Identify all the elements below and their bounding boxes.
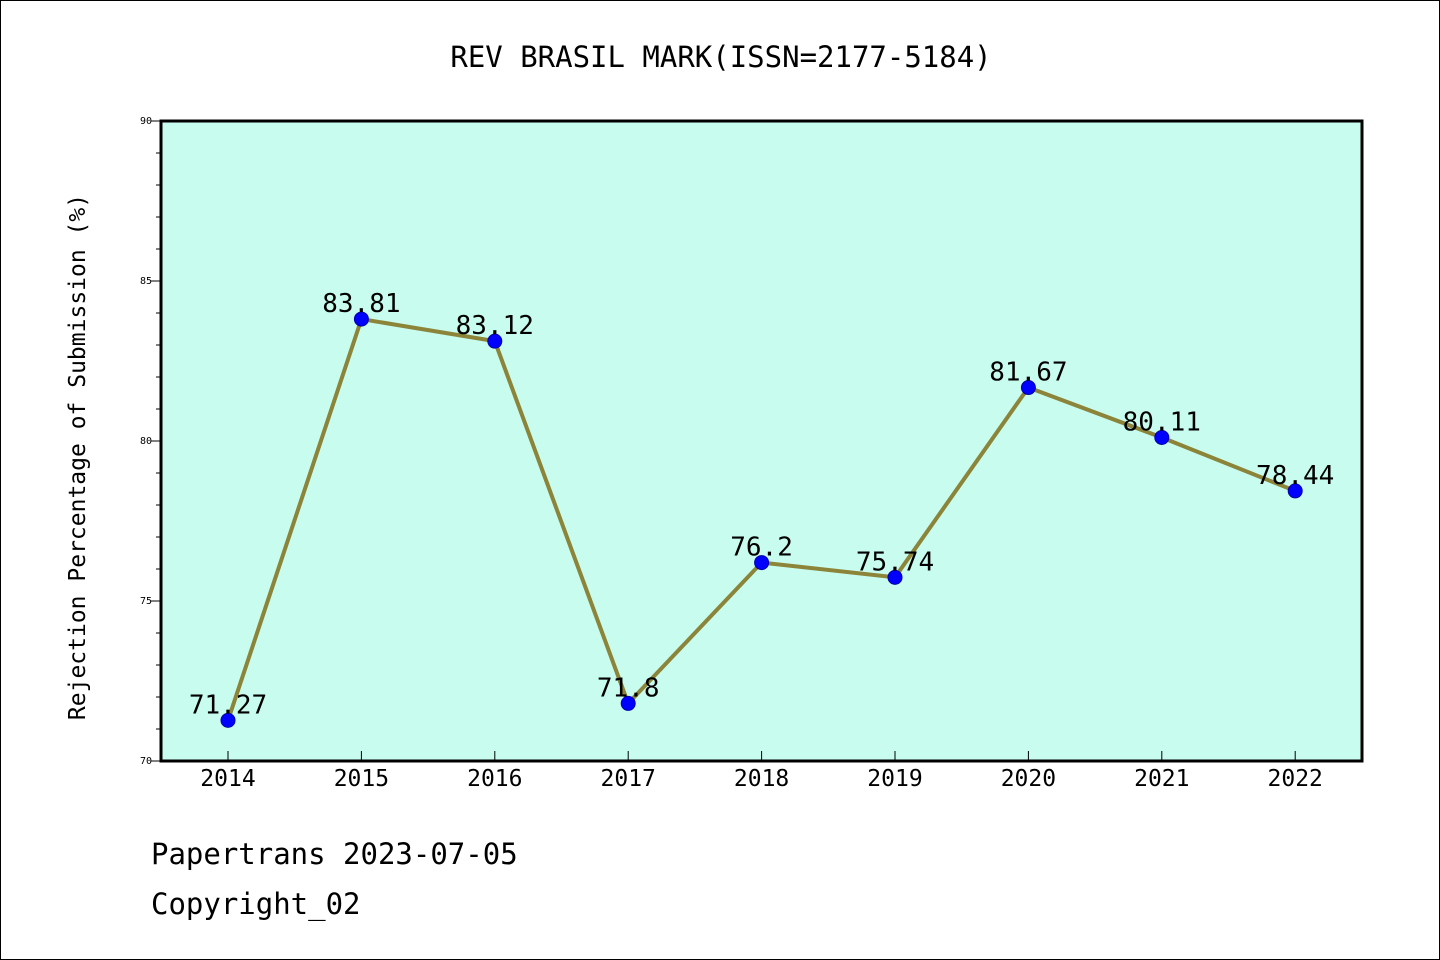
footer-copyright: Copyright_02	[151, 887, 361, 921]
y-tick-label: 75	[140, 596, 152, 607]
chart-title: REV BRASIL MARK(ISSN=2177-5184)	[450, 40, 991, 74]
data-point	[887, 569, 903, 585]
data-label: 76.2	[730, 533, 793, 563]
data-label: 71.8	[597, 673, 660, 703]
data-label: 80.11	[1123, 407, 1201, 437]
x-tick-label: 2017	[601, 766, 656, 792]
x-tick-label: 2018	[734, 766, 789, 792]
data-label: 71.27	[189, 690, 267, 720]
data-point	[487, 333, 503, 349]
data-point	[1020, 380, 1036, 396]
data-point	[1287, 483, 1303, 499]
plot-frame	[159, 119, 1364, 763]
data-point	[220, 712, 236, 728]
x-tick-label: 2022	[1268, 766, 1323, 792]
footer-date-line: Papertrans 2023-07-05	[151, 837, 518, 871]
x-tick-label: 2019	[867, 766, 922, 792]
y-tick-label: 85	[140, 276, 152, 287]
data-point	[620, 695, 636, 711]
y-axis: 70 75 80 85 90	[140, 116, 161, 767]
x-tick-label: 2015	[334, 766, 389, 792]
x-axis: 2014 2015 2016 2017 2018 2019 2020 2021 2022	[200, 751, 1323, 792]
y-tick-label: 70	[140, 756, 152, 767]
x-tick-label: 2016	[467, 766, 522, 792]
y-tick-label: 80	[140, 436, 152, 447]
plot-area	[161, 121, 1362, 761]
x-tick-label: 2020	[1001, 766, 1056, 792]
data-label: 75.74	[856, 547, 934, 577]
data-label: 83.12	[456, 311, 534, 341]
data-point	[1154, 429, 1170, 445]
y-tick-label: 90	[140, 116, 152, 127]
data-point	[754, 555, 770, 571]
data-point	[353, 311, 369, 327]
series-layer: 71.27 83.81 83.12 71.8 76.2 75.74 81.67 80.11 78…	[189, 289, 1334, 728]
data-label: 83.81	[322, 289, 400, 319]
data-label: 81.67	[989, 358, 1067, 388]
data-label: 78.44	[1256, 461, 1334, 491]
x-tick-label: 2021	[1134, 766, 1189, 792]
x-tick-label: 2014	[200, 766, 255, 792]
y-axis-label: Rejection Percentage of Submission (%)	[65, 194, 91, 720]
